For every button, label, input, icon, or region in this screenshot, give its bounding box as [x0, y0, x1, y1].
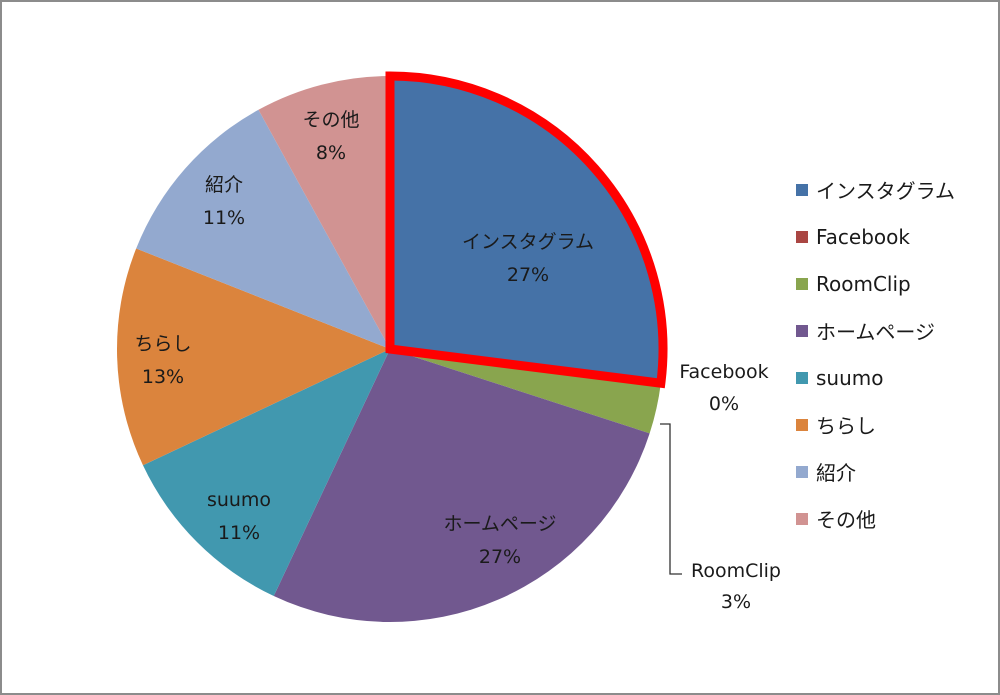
- slice-roomclip: [390, 349, 661, 434]
- label-suumo: suumo: [207, 489, 271, 511]
- value-other: 8%: [316, 142, 346, 164]
- label-other: その他: [302, 109, 359, 131]
- legend-swatch: [796, 418, 808, 431]
- legend-swatch: [796, 277, 808, 290]
- slice-instagram: [390, 75, 664, 384]
- legend-item: Facebook: [796, 213, 955, 260]
- legend-swatch: [796, 324, 808, 337]
- legend-label: ちらし: [816, 414, 876, 438]
- value-suumo: 11%: [218, 522, 260, 544]
- highlight-outline: [385, 71, 668, 389]
- value-roomclip: 3%: [721, 591, 751, 613]
- pie-slices: [116, 75, 664, 623]
- label-homepage: ホームページ: [443, 513, 556, 535]
- legend-item: その他: [796, 495, 955, 542]
- value-instagram: 27%: [507, 264, 549, 286]
- legend-item: ホームページ: [796, 307, 955, 354]
- legend-item: RoomClip: [796, 260, 955, 307]
- slice-referral: [136, 109, 390, 350]
- value-homepage: 27%: [479, 546, 521, 568]
- label-referral: 紹介: [205, 174, 243, 196]
- legend-swatch: [796, 371, 808, 384]
- legend-label: suumo: [816, 365, 884, 390]
- value-referral: 11%: [203, 207, 245, 229]
- value-facebook: 0%: [709, 393, 739, 415]
- legend-item: suumo: [796, 354, 955, 401]
- legend-item: インスタグラム: [796, 166, 955, 213]
- legend-label: インスタグラム: [816, 179, 955, 203]
- legend-item: ちらし: [796, 401, 955, 448]
- slice-suumo: [142, 349, 390, 597]
- legend-label: ホームページ: [816, 320, 935, 344]
- label-instagram: インスタグラム: [462, 231, 594, 253]
- legend-swatch: [796, 512, 808, 525]
- legend-item: 紹介: [796, 448, 955, 495]
- legend-swatch: [796, 465, 808, 478]
- legend-label: その他: [816, 508, 876, 532]
- legend-label: RoomClip: [816, 271, 911, 296]
- label-facebook: Facebook: [679, 361, 768, 383]
- legend: インスタグラム Facebook RoomClip ホームページ suumo ち…: [796, 166, 955, 542]
- legend-label: 紹介: [816, 461, 856, 485]
- legend-swatch: [796, 183, 808, 196]
- roomclip-leader-line: [660, 423, 682, 575]
- slice-flyer: [116, 248, 391, 466]
- value-flyer: 13%: [142, 366, 184, 388]
- label-roomclip: RoomClip: [691, 560, 781, 582]
- slice-other: [258, 76, 390, 349]
- legend-swatch: [796, 230, 808, 243]
- legend-label: Facebook: [816, 224, 910, 249]
- label-flyer: ちらし: [134, 333, 191, 355]
- slice-homepage: [273, 349, 650, 623]
